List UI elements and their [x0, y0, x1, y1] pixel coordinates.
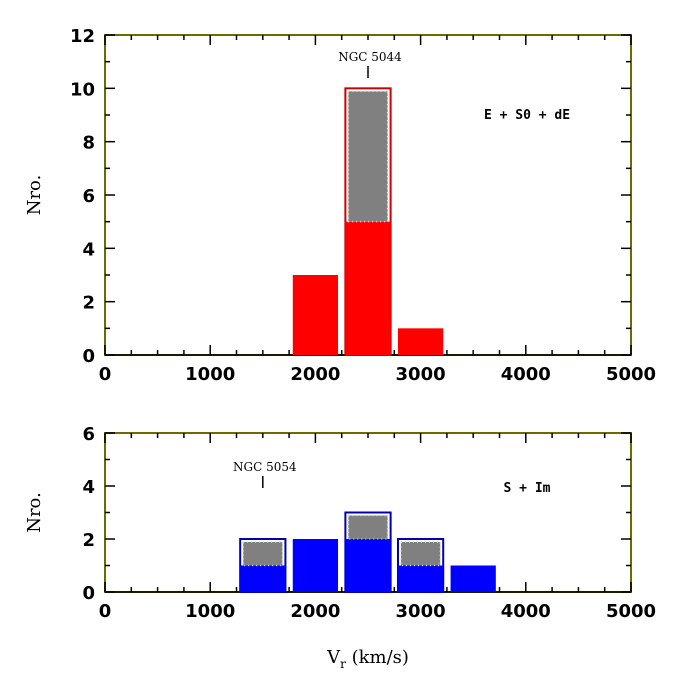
bottom-x-tick-label: 4000: [501, 601, 551, 622]
bottom-y-tick-label: 0: [82, 583, 95, 604]
top-bar: [397, 328, 444, 355]
bottom-x-tick-label: 0: [99, 601, 112, 622]
top-y-tick-label: 4: [82, 239, 95, 260]
bottom-x-tick-label: 5000: [606, 601, 656, 622]
top-x-tick-label: 4000: [501, 364, 551, 385]
top-bar: [345, 221, 391, 355]
top-y-tick-label: 2: [82, 293, 95, 314]
bottom-annotation-label: NGC 5054: [233, 460, 297, 474]
bottom-y-tick-label: 6: [82, 424, 95, 445]
bottom-y-tick-label: 4: [82, 477, 95, 498]
bottom-bar: [240, 565, 286, 592]
bottom-bar: [450, 565, 496, 592]
bottom-bar-gray-segment: [242, 541, 284, 567]
bottom-y-tick-label: 2: [82, 530, 95, 551]
bottom-x-tick-label: 1000: [185, 601, 235, 622]
top-x-tick-label: 1000: [185, 364, 235, 385]
bottom-x-tick-label: 3000: [396, 601, 446, 622]
bottom-x-tick-label: 2000: [290, 601, 340, 622]
top-bar-gray-segment: [347, 90, 389, 223]
top-y-tick-label: 10: [70, 79, 95, 100]
bottom-bar: [345, 539, 391, 592]
top-y-tick-label: 8: [82, 133, 95, 154]
top-y-axis-title: Nro.: [24, 175, 45, 216]
top-x-tick-label: 0: [99, 364, 112, 385]
top-bar: [292, 275, 339, 355]
bottom-bar: [292, 539, 339, 592]
x-axis-title: Vr (km/s): [326, 647, 409, 671]
top-x-tick-label: 3000: [396, 364, 446, 385]
top-group-label: E + S0 + dE: [484, 108, 570, 123]
top-y-tick-label: 12: [70, 26, 95, 47]
top-y-tick-label: 0: [82, 346, 95, 367]
bottom-bar-gray-segment: [400, 541, 441, 567]
top-annotation-label: NGC 5044: [338, 50, 402, 64]
top-x-tick-label: 5000: [606, 364, 656, 385]
bottom-group-label: S + Im: [504, 481, 551, 496]
top-x-tick-label: 2000: [290, 364, 340, 385]
bottom-y-axis-title: Nro.: [24, 492, 45, 533]
top-y-tick-label: 6: [82, 186, 95, 207]
bottom-bar: [397, 565, 444, 592]
bottom-bar-gray-segment: [347, 514, 389, 540]
